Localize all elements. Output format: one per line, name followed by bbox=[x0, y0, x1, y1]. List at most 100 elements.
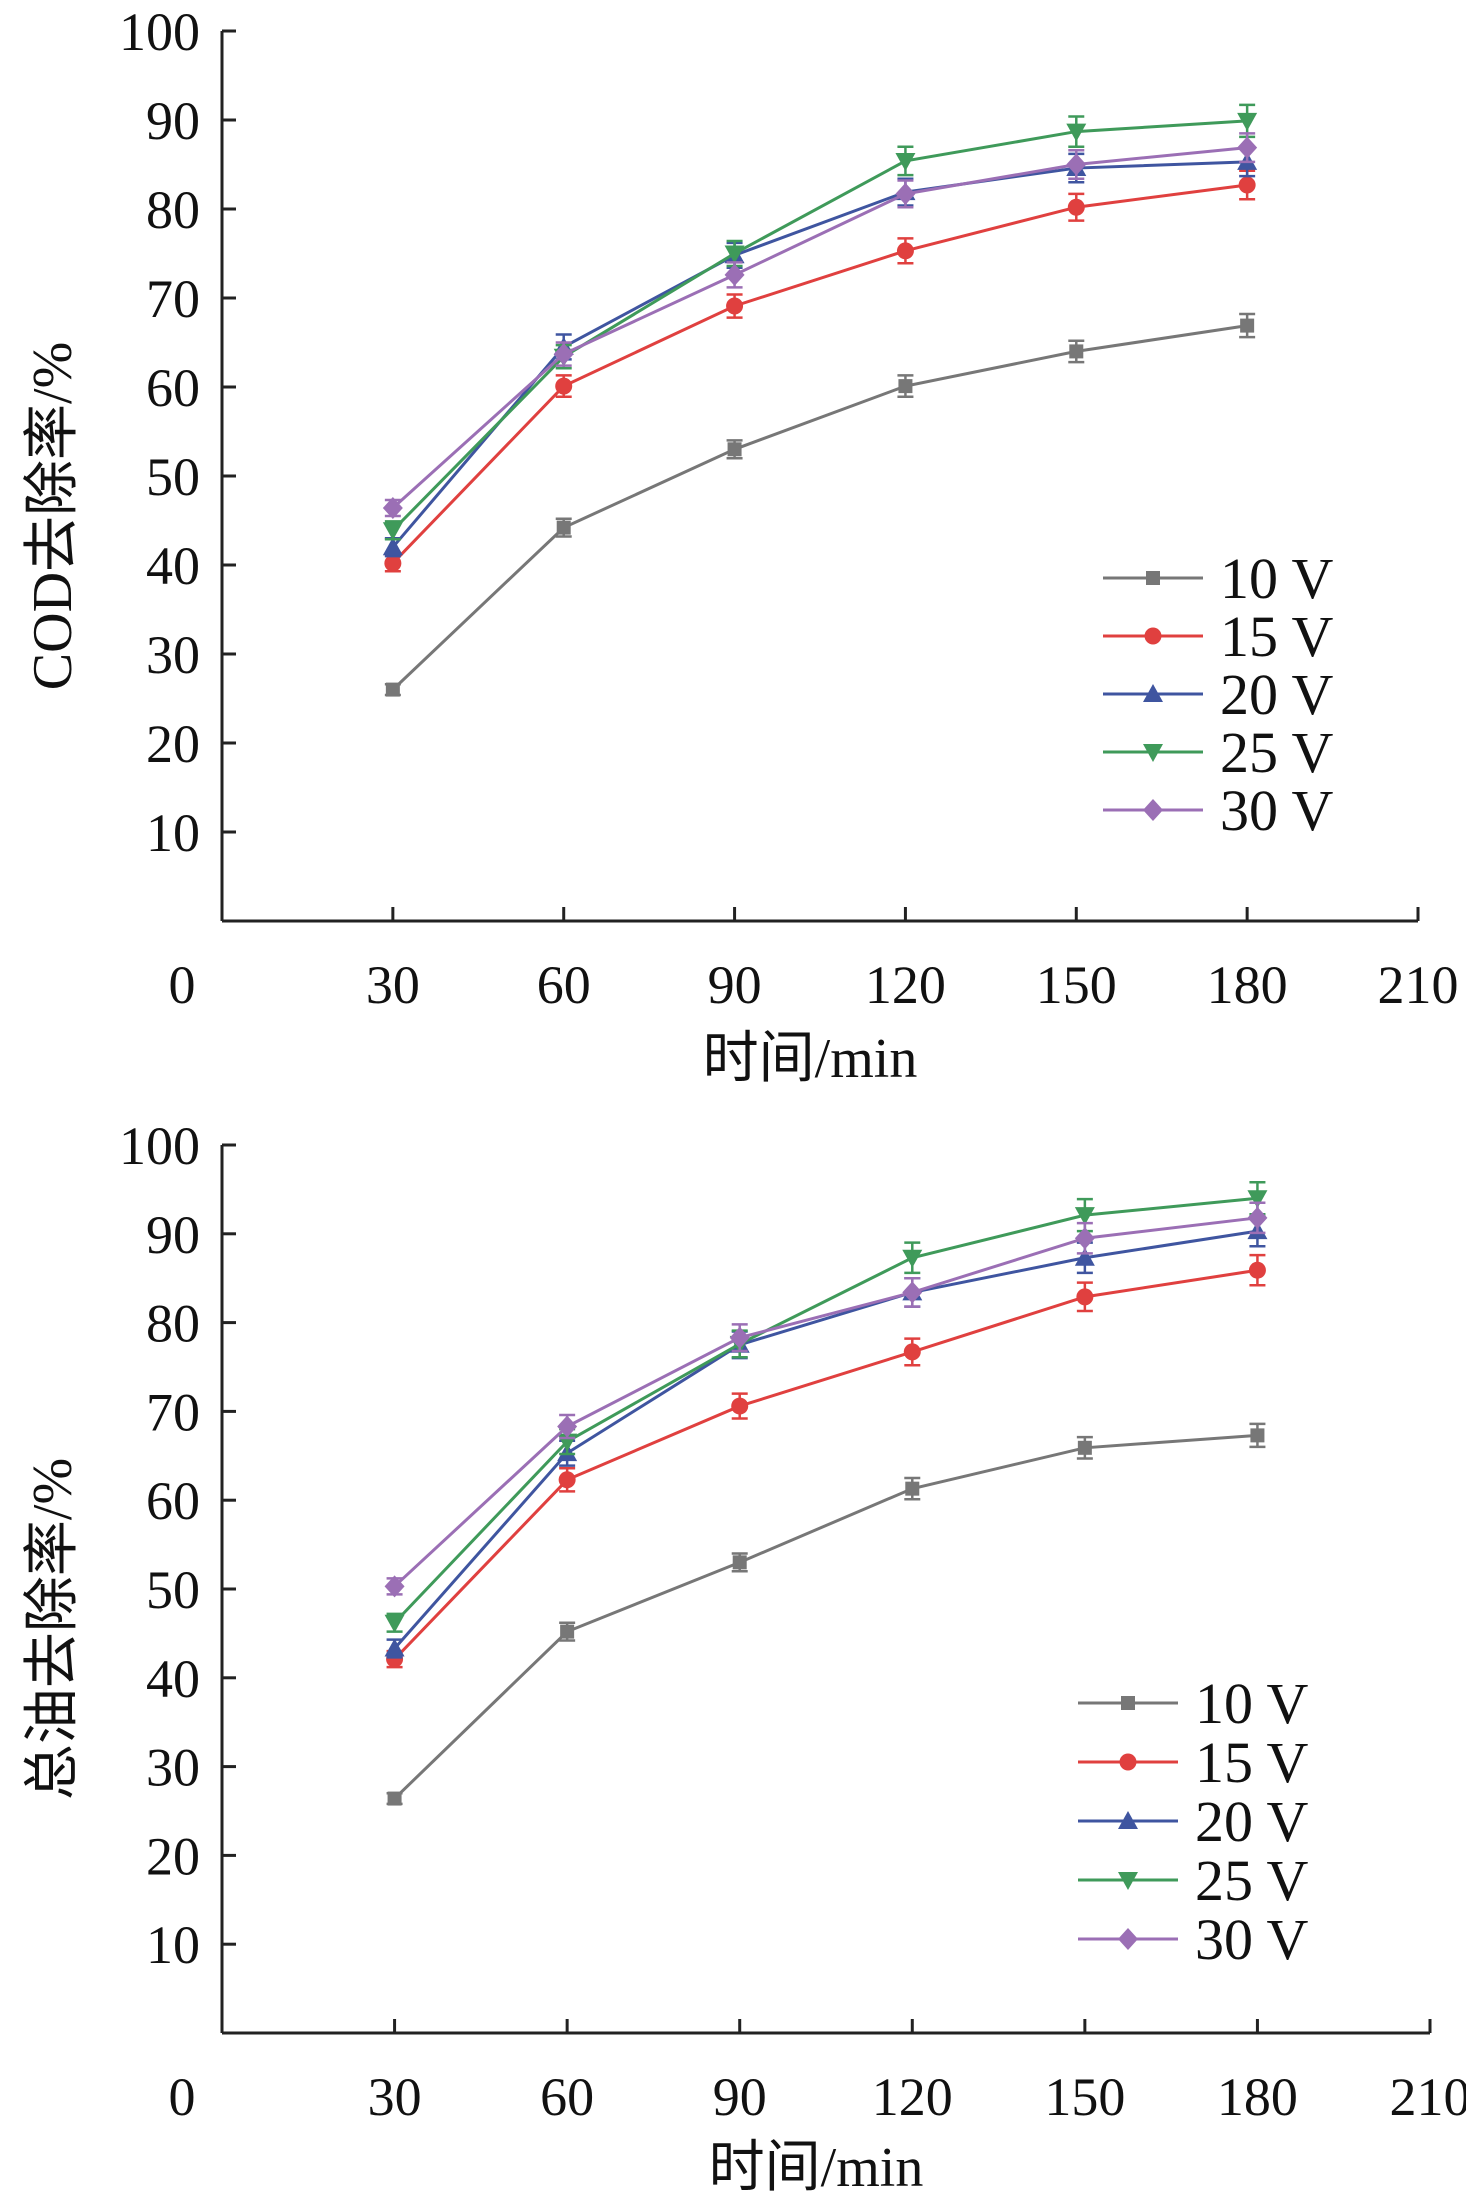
data-point bbox=[1247, 1206, 1268, 1229]
y-tick-label: 40 bbox=[146, 536, 200, 596]
y-axis-title: 总油去除率/% bbox=[22, 1458, 84, 1800]
y-axis-title: COD去除率/% bbox=[22, 342, 84, 690]
legend-marker bbox=[1146, 571, 1160, 585]
legend-label: 30 V bbox=[1220, 778, 1333, 843]
x-tick-label: 150 bbox=[1044, 2067, 1125, 2127]
data-point bbox=[1248, 1261, 1266, 1279]
legend-entry: 30 V bbox=[1078, 1907, 1308, 1972]
x-tick-label: 90 bbox=[713, 2067, 767, 2127]
legend-entry: 20 V bbox=[1103, 662, 1333, 727]
x-tick-label: 30 bbox=[366, 955, 420, 1015]
data-point bbox=[384, 554, 402, 572]
legend-marker bbox=[1143, 799, 1163, 821]
data-point bbox=[896, 242, 914, 260]
data-point bbox=[898, 379, 913, 394]
x-axis-title: 时间/min bbox=[703, 1028, 918, 1090]
data-point bbox=[902, 1281, 923, 1304]
data-point bbox=[732, 1555, 747, 1570]
x-tick-label: 120 bbox=[872, 2067, 953, 2127]
data-point bbox=[1240, 318, 1255, 333]
data-point bbox=[902, 1249, 923, 1268]
data-point bbox=[1074, 1227, 1095, 1250]
legend-marker bbox=[1118, 1872, 1138, 1890]
data-point bbox=[726, 297, 744, 315]
data-point bbox=[895, 152, 916, 171]
legend-marker bbox=[1143, 744, 1163, 762]
legend-entry: 30 V bbox=[1103, 778, 1333, 843]
data-point bbox=[1067, 198, 1085, 216]
legend-entry: 15 V bbox=[1103, 604, 1333, 669]
series-line bbox=[391, 160, 1248, 549]
data-point bbox=[1074, 1207, 1095, 1226]
data-point bbox=[1238, 176, 1256, 194]
series-10v bbox=[384, 312, 1256, 697]
data-point bbox=[1066, 153, 1087, 176]
data-point bbox=[1237, 112, 1258, 131]
data-point bbox=[384, 1614, 405, 1633]
legend-entry: 10 V bbox=[1078, 1671, 1308, 1736]
data-point bbox=[731, 1397, 749, 1415]
legend-entry: 25 V bbox=[1103, 720, 1333, 785]
series-25v bbox=[382, 103, 1258, 541]
chart-panel-2: 10 20 30 40 50 60 70 80 90 100 0 30 60 90 120 150 180 210… bbox=[22, 1116, 1466, 2199]
x-tick-label: 60 bbox=[540, 2067, 594, 2127]
data-point bbox=[557, 1415, 578, 1438]
legend-label: 20 V bbox=[1195, 1789, 1308, 1854]
series-30v bbox=[382, 132, 1258, 520]
data-point bbox=[905, 1481, 920, 1496]
legend-label: 20 V bbox=[1220, 662, 1333, 727]
x-tick-label: 60 bbox=[537, 955, 591, 1015]
series-15v bbox=[386, 1253, 1266, 1669]
y-tick-label: 60 bbox=[146, 1471, 200, 1531]
data-point bbox=[558, 1471, 576, 1489]
legend-marker bbox=[1143, 684, 1163, 702]
data-point bbox=[729, 1326, 750, 1349]
legend-marker bbox=[1121, 1696, 1135, 1710]
y-tick-label: 70 bbox=[146, 1382, 200, 1442]
legend-label: 25 V bbox=[1220, 720, 1333, 785]
data-point bbox=[724, 245, 745, 264]
data-point bbox=[384, 1638, 405, 1657]
legend-label: 30 V bbox=[1195, 1907, 1308, 1972]
x-tick-label: 90 bbox=[708, 955, 762, 1015]
data-point bbox=[903, 1343, 921, 1361]
series-line bbox=[391, 119, 1248, 532]
y-tick-label: 90 bbox=[146, 1205, 200, 1265]
y-tick-label: 40 bbox=[146, 1649, 200, 1709]
legend-entry: 10 V bbox=[1103, 546, 1333, 611]
data-point bbox=[1250, 1428, 1265, 1443]
series-30v bbox=[384, 1201, 1268, 1598]
legend-label: 15 V bbox=[1195, 1730, 1308, 1795]
data-point bbox=[1077, 1440, 1092, 1455]
y-tick-label: 20 bbox=[146, 714, 200, 774]
legend-label: 10 V bbox=[1220, 546, 1333, 611]
x-tick-label: 210 bbox=[1390, 2067, 1466, 2127]
legend-marker bbox=[1118, 1811, 1138, 1829]
legend-marker bbox=[1144, 627, 1162, 645]
series-15v bbox=[384, 169, 1256, 573]
data-point bbox=[1066, 123, 1087, 142]
data-point bbox=[382, 522, 403, 541]
series-line bbox=[393, 1216, 1258, 1588]
y-tick-label: 50 bbox=[146, 1560, 200, 1620]
y-tick-label: 100 bbox=[119, 2, 200, 62]
data-point bbox=[553, 343, 574, 366]
data-point bbox=[1237, 136, 1258, 159]
legend-entry: 15 V bbox=[1078, 1730, 1308, 1795]
x-tick-label: 180 bbox=[1217, 2067, 1298, 2127]
legend-entry: 25 V bbox=[1078, 1848, 1308, 1913]
series-line bbox=[393, 1196, 1258, 1624]
data-point bbox=[382, 537, 403, 556]
x-tick-label: 0 bbox=[169, 955, 196, 1015]
y-tick-label: 90 bbox=[146, 91, 200, 151]
series-line bbox=[393, 1268, 1258, 1661]
legend-marker bbox=[1119, 1753, 1137, 1771]
series-line bbox=[391, 324, 1248, 691]
data-point bbox=[555, 377, 573, 395]
legend-label: 10 V bbox=[1195, 1671, 1308, 1736]
y-tick-label: 100 bbox=[119, 1116, 200, 1176]
data-point bbox=[895, 182, 916, 205]
series-line bbox=[393, 1433, 1258, 1800]
legend-marker bbox=[1118, 1928, 1138, 1950]
